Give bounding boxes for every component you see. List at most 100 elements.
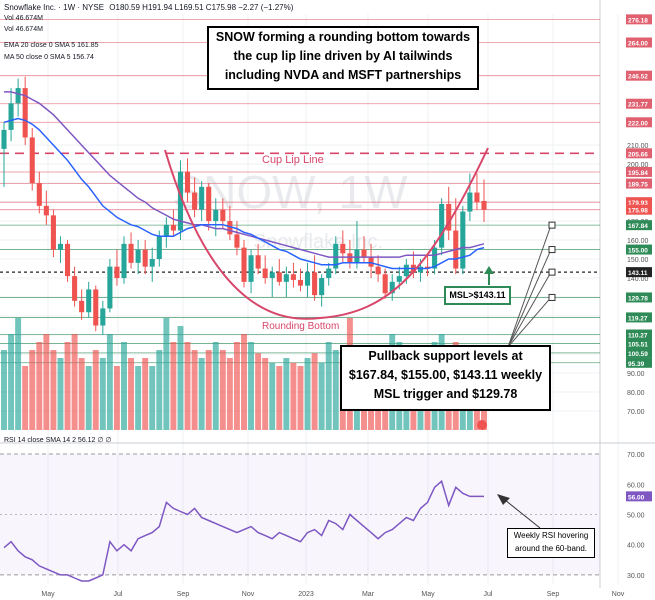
rsi-tick-label: 50.00 bbox=[627, 512, 645, 519]
title-line-2: the cup lip line driven by AI tailwinds bbox=[233, 49, 453, 63]
candle-body bbox=[199, 186, 205, 210]
symbol-name[interactable]: Snowflake Inc. · 1W · NYSE bbox=[4, 3, 105, 12]
price-level-tag bbox=[626, 117, 652, 128]
support-pointer bbox=[507, 224, 552, 348]
price-tick-label: 200.00 bbox=[627, 162, 649, 169]
candle-body bbox=[184, 171, 191, 193]
volume-bar bbox=[283, 358, 290, 430]
price-level-label: 100.59 bbox=[628, 351, 648, 358]
support-line-1: Pullback support levels at bbox=[368, 349, 523, 363]
candle-body bbox=[439, 203, 445, 248]
rsi-annotation: Weekly RSI hovering around the 60-band. bbox=[507, 528, 595, 558]
price-level-tag bbox=[626, 148, 652, 159]
candle-body bbox=[290, 274, 296, 280]
candle-body bbox=[368, 257, 374, 267]
candle-body bbox=[481, 200, 487, 210]
title-annotation: SNOW forming a rounding bottom towards t… bbox=[207, 26, 479, 90]
volume-bar bbox=[149, 366, 156, 430]
volume-bar bbox=[325, 342, 332, 430]
candle-body bbox=[255, 255, 261, 269]
price-level-label: 175.98 bbox=[628, 208, 648, 215]
rsi-value-label: 56.00 bbox=[628, 494, 645, 501]
ma50-line bbox=[4, 91, 485, 258]
volume-bar bbox=[212, 342, 219, 430]
price-tick-label: 80.00 bbox=[627, 390, 645, 397]
volume-bar bbox=[290, 362, 297, 430]
candle-body bbox=[460, 211, 466, 269]
rsi-tick-label: 30.00 bbox=[627, 573, 645, 580]
candle-body bbox=[43, 205, 49, 216]
support-line-2: $167.84, $155.00, $143.11 weekly bbox=[348, 368, 543, 382]
price-level-label: 195.84 bbox=[628, 170, 648, 177]
candle-body bbox=[424, 266, 431, 269]
price-level-tag bbox=[626, 166, 652, 177]
candle-body bbox=[15, 88, 21, 104]
support-marker bbox=[548, 268, 556, 276]
candle-body bbox=[227, 221, 233, 235]
moving-averages bbox=[3, 91, 485, 270]
time-tick-label: Nov bbox=[612, 591, 625, 598]
ma-legend: MA 50 close 0 SMA 5 156.74 bbox=[4, 54, 94, 61]
candle-body bbox=[467, 192, 473, 212]
price-level-tag bbox=[626, 220, 652, 231]
msl-arrow-head bbox=[484, 266, 494, 274]
volume-bar bbox=[22, 366, 29, 430]
candle-body bbox=[156, 236, 162, 260]
candle-body bbox=[241, 247, 247, 282]
volume-bar bbox=[92, 350, 99, 430]
volume-bar bbox=[255, 353, 262, 430]
time-axis: May Jul Sep Nov 2023 Mar May Jul Sep Nov bbox=[41, 591, 624, 598]
event-marker-icon bbox=[477, 420, 487, 430]
candle-body bbox=[297, 279, 304, 286]
candle-body bbox=[403, 264, 409, 277]
volume-bar bbox=[198, 358, 205, 430]
time-tick-label: Sep bbox=[547, 591, 560, 598]
candle-body bbox=[354, 249, 360, 263]
volume-bar bbox=[29, 350, 36, 430]
candle-body bbox=[177, 171, 184, 231]
volume-bar bbox=[219, 350, 226, 430]
price-level-tag bbox=[626, 357, 652, 368]
rsi-arrow-shaft bbox=[504, 499, 541, 529]
ema20-line bbox=[3, 117, 485, 270]
rsi-panel: 30.00 40.00 50.00 60.00 70.00 56.00 bbox=[0, 452, 652, 582]
candle-body bbox=[276, 272, 282, 282]
price-level-tag bbox=[626, 312, 652, 323]
volume-bar bbox=[226, 358, 233, 430]
candle-body bbox=[382, 274, 388, 294]
support-annotation: Pullback support levels at $167.84, $155… bbox=[340, 345, 551, 411]
candle-body bbox=[213, 209, 219, 222]
time-tick-label: Nov bbox=[242, 591, 255, 598]
candle-body bbox=[8, 103, 14, 130]
price-tick-label: 140.00 bbox=[627, 276, 649, 283]
candle-body bbox=[319, 278, 325, 296]
volume-bar bbox=[276, 366, 283, 430]
volume-bar bbox=[64, 342, 71, 430]
volume-bar bbox=[191, 350, 198, 430]
candle-body bbox=[57, 243, 64, 250]
candle-body bbox=[170, 224, 176, 231]
support-pointer bbox=[507, 271, 552, 348]
candle-body bbox=[326, 268, 332, 279]
volume-bar bbox=[113, 366, 120, 430]
price-level-tag bbox=[626, 197, 652, 208]
volume-bar bbox=[36, 342, 43, 430]
volume-bar bbox=[163, 318, 170, 430]
candle-body bbox=[304, 272, 311, 286]
msl-annotation: MSL>$143.11 bbox=[444, 286, 511, 305]
candle-body bbox=[36, 183, 42, 206]
price-axis: 70.0080.0090.00100.00110.00120.00130.001… bbox=[626, 14, 652, 416]
price-level-label: 143.11 bbox=[628, 270, 648, 277]
candle-body bbox=[474, 192, 480, 203]
candle-body bbox=[283, 274, 289, 282]
price-level-tag bbox=[626, 14, 652, 25]
price-level-label: 119.27 bbox=[628, 315, 648, 322]
candle-body bbox=[347, 253, 353, 263]
volume-bar bbox=[205, 350, 212, 430]
candle-body bbox=[446, 203, 452, 231]
volume-bar bbox=[78, 358, 85, 430]
price-level-label: 205.66 bbox=[628, 151, 648, 158]
candle-body bbox=[220, 209, 226, 222]
support-marker bbox=[548, 246, 556, 254]
